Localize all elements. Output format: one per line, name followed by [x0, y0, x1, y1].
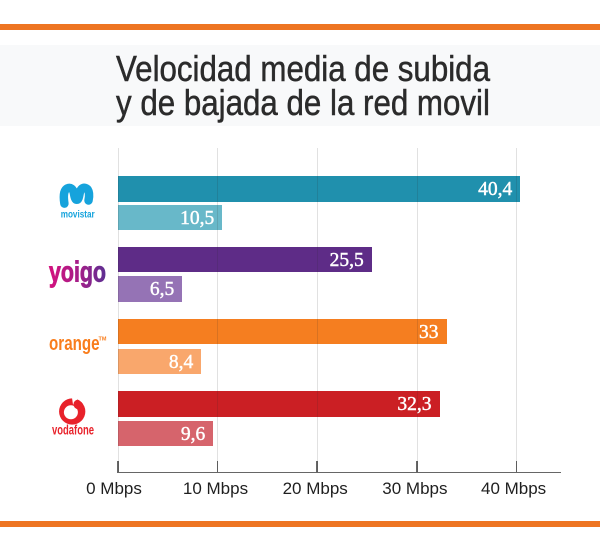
svg-text:TM: TM	[99, 337, 107, 343]
svg-text:yoigo: yoigo	[49, 257, 106, 289]
svg-text:orange: orange	[49, 332, 100, 355]
svg-text:movistar: movistar	[61, 210, 95, 221]
svg-text:vodafone: vodafone	[52, 423, 94, 438]
